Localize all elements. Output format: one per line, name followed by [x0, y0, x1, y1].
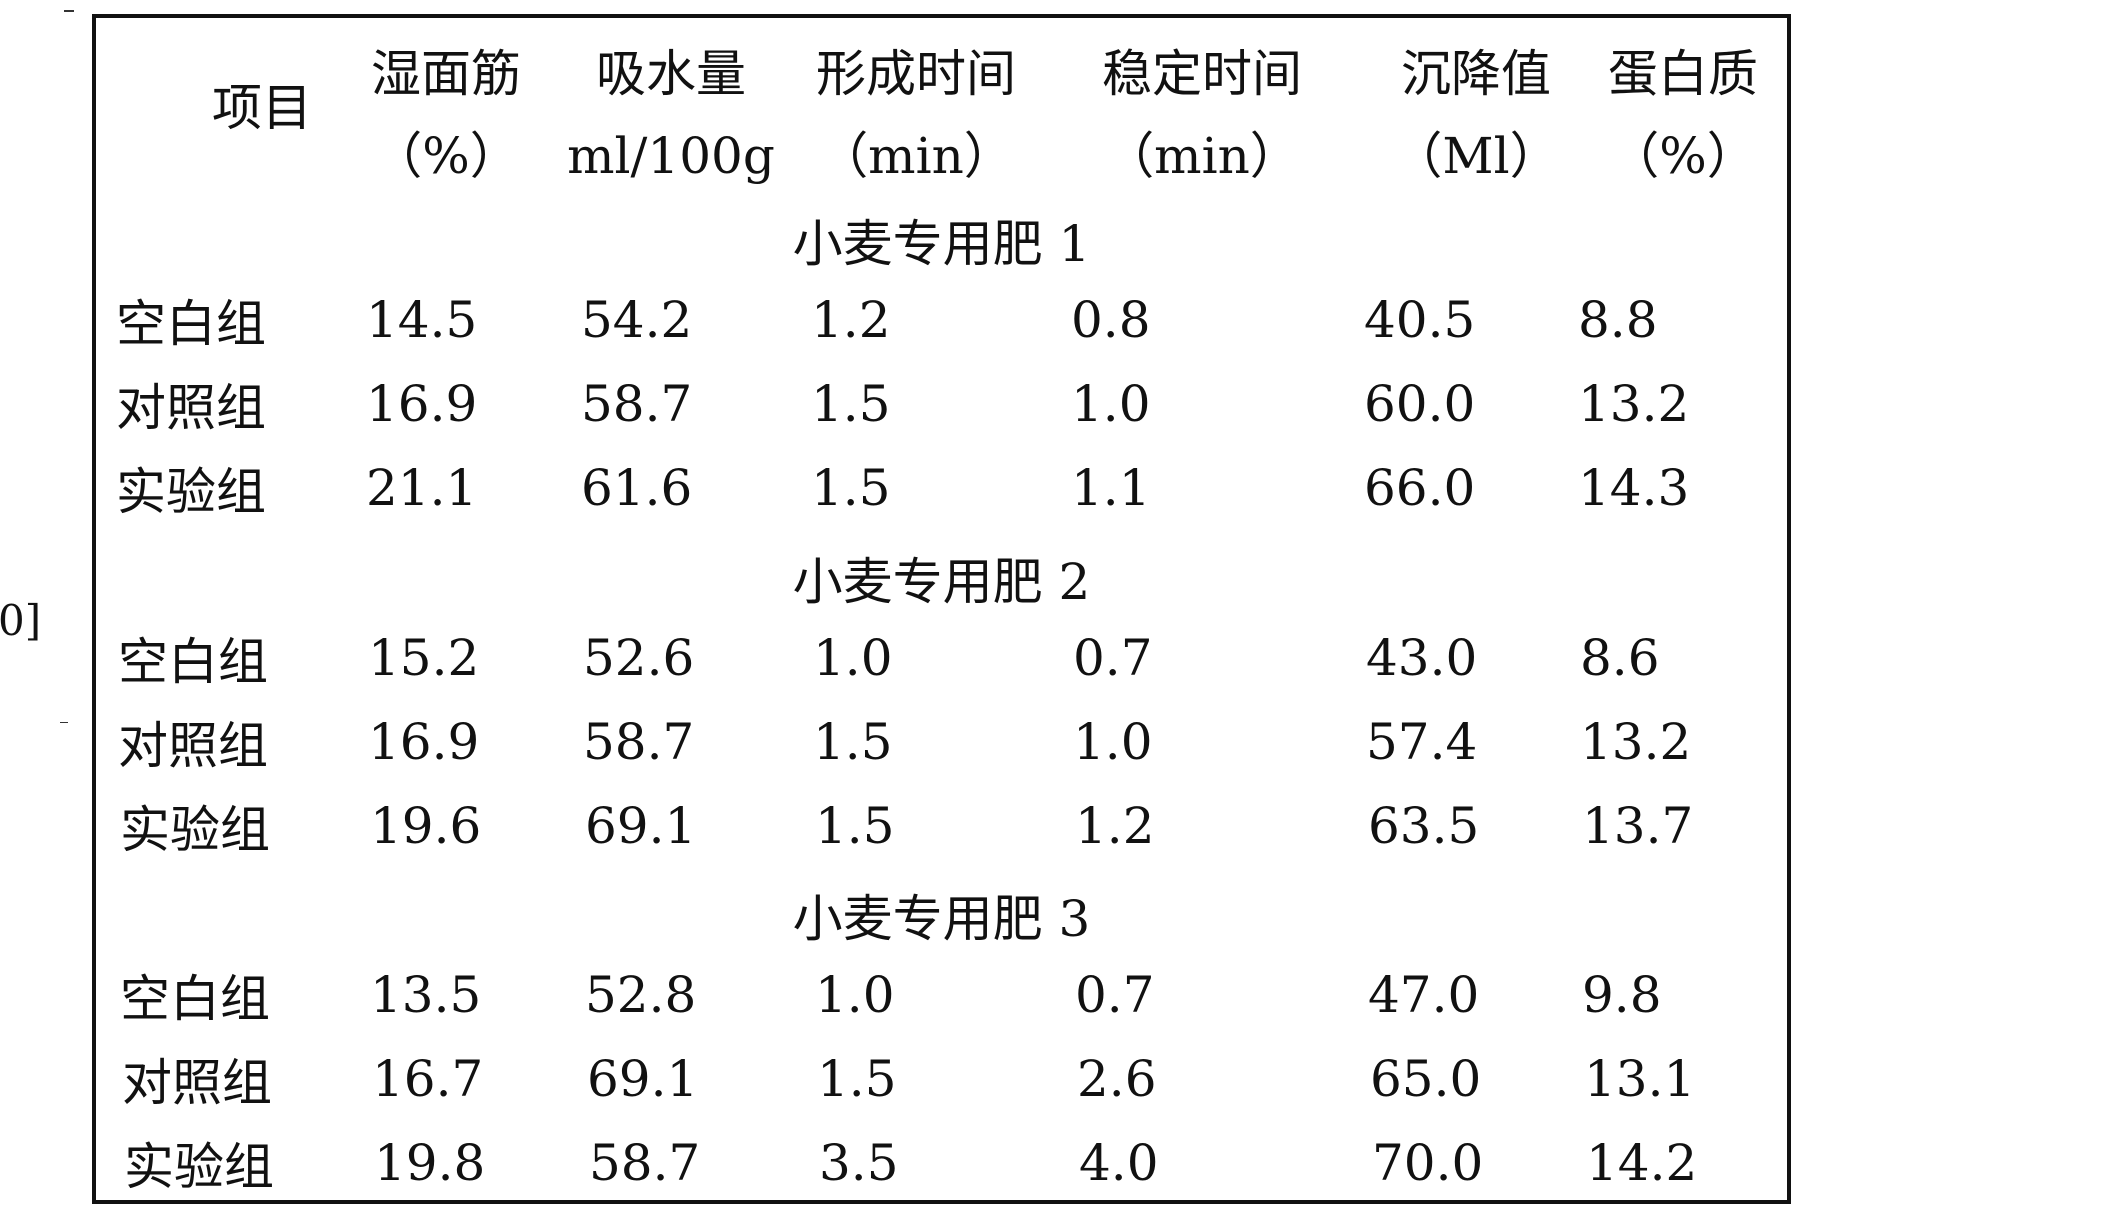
table-cell-value: 16.7: [372, 1050, 484, 1108]
column-header-name: 吸水量: [596, 45, 746, 103]
row-group-label: 空白组: [118, 633, 268, 691]
table-cell-value: 21.1: [366, 459, 478, 517]
column-header-unit: （%）: [1609, 127, 1757, 185]
table-cell-value: 70.0: [1372, 1134, 1484, 1192]
column-header-name: 沉降值: [1401, 45, 1551, 103]
table-cell-value: 1.5: [813, 713, 893, 771]
table-cell-value: 13.7: [1582, 797, 1694, 855]
row-group-label: 空白组: [120, 970, 270, 1028]
margin-tick-top: [64, 10, 74, 12]
table-cell-value: 1.0: [815, 966, 895, 1024]
table-cell-value: 54.2: [581, 291, 693, 349]
table-cell-value: 43.0: [1366, 629, 1478, 687]
column-header-name: 蛋白质: [1608, 45, 1758, 103]
row-group-label: 实验组: [120, 801, 270, 859]
table-cell-value: 1.2: [1075, 797, 1155, 855]
column-header-name: 稳定时间: [1102, 45, 1302, 103]
margin-tick-mid: [60, 722, 68, 723]
table-cell-value: 47.0: [1368, 966, 1480, 1024]
table-cell-value: 1.5: [811, 459, 891, 517]
table-cell-value: 13.5: [370, 966, 482, 1024]
table-cell-value: 13.1: [1584, 1050, 1696, 1108]
table-cell-value: 52.6: [583, 629, 695, 687]
column-header-unit: （min）: [1104, 127, 1300, 185]
table-cell-value: 1.0: [1071, 375, 1151, 433]
table-cell-value: 9.8: [1582, 966, 1662, 1024]
table-cell-value: 60.0: [1364, 375, 1476, 433]
table-cell-value: 0.7: [1075, 966, 1155, 1024]
table-cell-value: 14.2: [1586, 1134, 1698, 1192]
corner-header: 项目: [212, 79, 312, 137]
column-header-unit: （min）: [818, 127, 1014, 185]
table-cell-value: 4.0: [1079, 1134, 1159, 1192]
table-cell-value: 58.7: [583, 713, 695, 771]
table-cell-value: 66.0: [1364, 459, 1476, 517]
table-cell-value: 58.7: [581, 375, 693, 433]
table-cell-value: 3.5: [819, 1134, 899, 1192]
row-group-label: 对照组: [118, 717, 268, 775]
table-cell-value: 15.2: [368, 629, 480, 687]
table-cell-value: 19.6: [370, 797, 482, 855]
table-cell-value: 13.2: [1578, 375, 1690, 433]
table-cell-value: 0.8: [1071, 291, 1151, 349]
table-cell-value: 2.6: [1077, 1050, 1157, 1108]
table-cell-value: 16.9: [368, 713, 480, 771]
table-cell-value: 52.8: [585, 966, 697, 1024]
section-title: 小麦专用肥 1: [792, 215, 1091, 273]
table-cell-value: 58.7: [589, 1134, 701, 1192]
table-cell-value: 61.6: [581, 459, 693, 517]
margin-note: 0]: [0, 596, 42, 645]
column-header-name: 形成时间: [816, 45, 1016, 103]
table-cell-value: 0.7: [1073, 629, 1153, 687]
table-cell-value: 19.8: [374, 1134, 486, 1192]
section-title: 小麦专用肥 2: [792, 553, 1091, 611]
table-cell-value: 63.5: [1368, 797, 1480, 855]
column-header-unit: （%）: [372, 127, 520, 185]
table-cell-value: 8.8: [1578, 291, 1658, 349]
table-cell-value: 1.5: [815, 797, 895, 855]
data-table: 项目 湿面筋 （%） 吸水量 ml/100g 形成时间 （min） 稳定时间 （min） 沉降值…: [92, 14, 1791, 1204]
row-group-label: 空白组: [116, 295, 266, 353]
column-header-unit: ml/100g: [567, 127, 775, 185]
table-cell-value: 57.4: [1366, 713, 1478, 771]
table-cell-value: 1.0: [1073, 713, 1153, 771]
row-group-label: 实验组: [124, 1138, 274, 1196]
column-header-name: 湿面筋: [371, 45, 521, 103]
table-cell-value: 1.1: [1071, 459, 1151, 517]
table-cell-value: 13.2: [1580, 713, 1692, 771]
row-group-label: 对照组: [116, 379, 266, 437]
table-cell-value: 69.1: [587, 1050, 699, 1108]
table-cell-value: 1.0: [813, 629, 893, 687]
table-cell-value: 40.5: [1364, 291, 1476, 349]
table-cell-value: 8.6: [1580, 629, 1660, 687]
row-group-label: 实验组: [116, 463, 266, 521]
table-cell-value: 1.5: [817, 1050, 897, 1108]
table-cell-value: 1.2: [811, 291, 891, 349]
table-cell-value: 69.1: [585, 797, 697, 855]
table-cell-value: 14.5: [366, 291, 478, 349]
table-cell-value: 16.9: [366, 375, 478, 433]
table-cell-value: 1.5: [811, 375, 891, 433]
section-title: 小麦专用肥 3: [792, 890, 1091, 948]
table-cell-value: 14.3: [1578, 459, 1690, 517]
table-cell-value: 65.0: [1370, 1050, 1482, 1108]
row-group-label: 对照组: [122, 1054, 272, 1112]
column-header-unit: （Ml）: [1392, 127, 1560, 185]
